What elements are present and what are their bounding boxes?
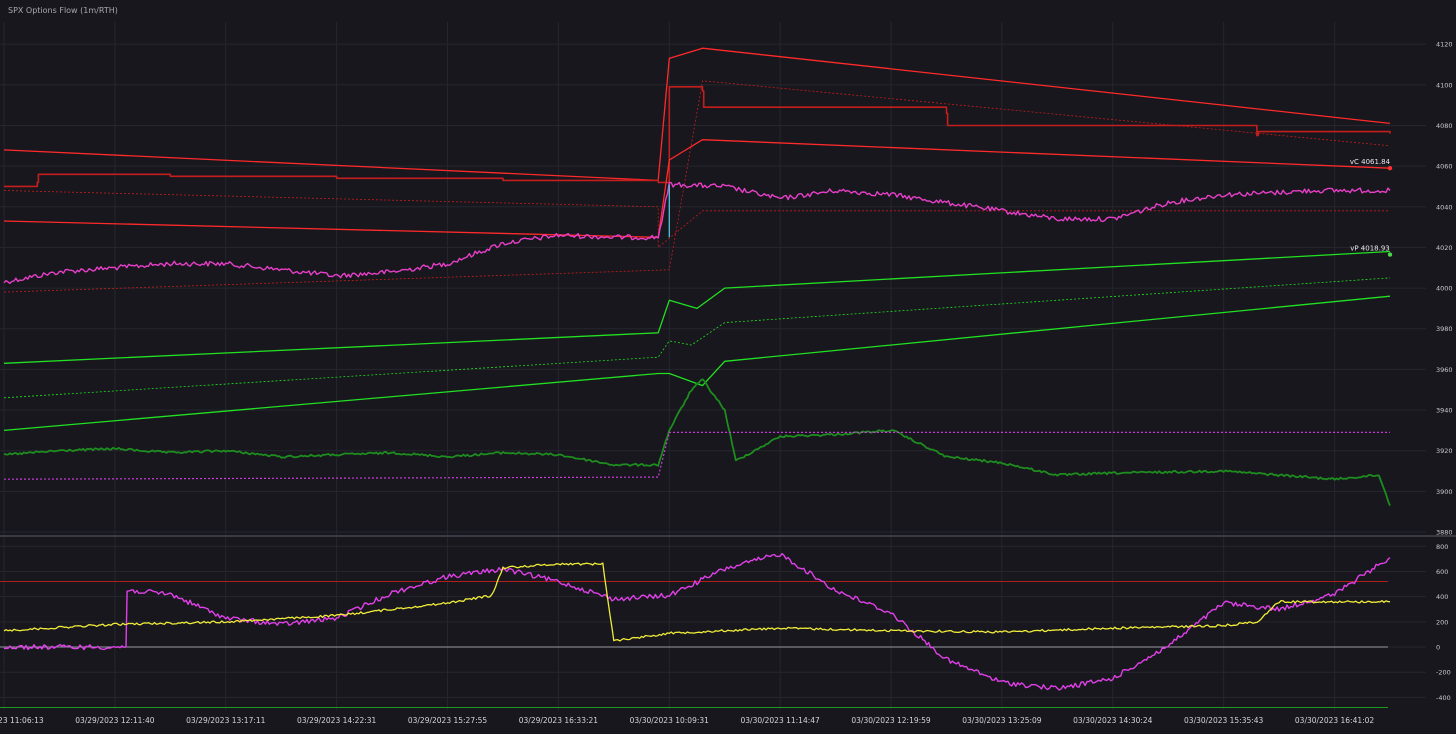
series-group (0, 47, 1391, 708)
price-series-line (3, 80, 1391, 293)
level-annotation: vC 4061.84 (1350, 158, 1391, 166)
price-series-line (3, 295, 1391, 432)
time-axis-tick: 03/29/2023 16:33:21 (519, 716, 599, 725)
price-axis-tick: 3920 (1436, 447, 1453, 455)
price-series-line (3, 139, 1391, 238)
time-axis-tick: 03/29/2023 13:17:11 (186, 716, 266, 725)
price-axis-tick: 4000 (1436, 285, 1453, 293)
price-series-line (3, 277, 1391, 399)
oscillator-axis-tick: 200 (1436, 618, 1448, 626)
oscillator-series-line (3, 562, 1391, 642)
oscillator-axis-tick: -200 (1436, 669, 1451, 677)
price-axis-tick: 4120 (1436, 41, 1453, 49)
price-series-line (3, 47, 1391, 182)
oscillator-axis-tick: -400 (1436, 694, 1451, 702)
price-axis-tick: 3940 (1436, 407, 1453, 415)
time-axis-tick: 03/29/2023 14:22:31 (297, 716, 377, 725)
price-axis-tick: 4060 (1436, 163, 1453, 171)
time-axis-tick: 03/30/2023 11:14:47 (741, 716, 821, 725)
price-axis-tick: 4100 (1436, 81, 1453, 89)
oscillator-series-line (4, 552, 1391, 691)
price-series-line (3, 181, 1391, 285)
oscillator-axis-tick: 400 (1436, 593, 1448, 601)
time-axis-tick: 03/30/2023 16:41:02 (1295, 716, 1375, 725)
price-axis-tick: 3980 (1436, 325, 1453, 333)
price-axis-tick: 3900 (1436, 488, 1453, 496)
price-series-line (3, 431, 1390, 480)
time-axis-tick: 03/30/2023 13:25:09 (962, 716, 1042, 725)
series-end-dot (1387, 252, 1393, 257)
chart-title: SPX Options Flow (1m/RTH) (8, 6, 118, 15)
price-series-line (4, 86, 1391, 188)
price-series-line (3, 250, 1391, 364)
level-annotation: vP 4018.93 (1350, 245, 1390, 253)
axes: vC 4061.84 vP 4018.93 3880 3900 3920 3940 3960… (0, 41, 1453, 725)
price-series-line (3, 378, 1391, 506)
time-axis-tick: 03/30/2023 14:30:24 (1073, 716, 1153, 725)
oscillator-axis-tick: 800 (1436, 543, 1448, 551)
time-axis-tick: 03/29/2023 12:11:40 (75, 716, 155, 725)
time-axis-tick: 03/29/2023 15:27:55 (408, 716, 488, 725)
time-axis-tick: 03/30/2023 15:35:43 (1184, 716, 1264, 725)
price-axis-tick: 4080 (1436, 122, 1453, 130)
price-axis-tick: 4020 (1436, 244, 1453, 252)
price-axis-tick: 3880 (1436, 529, 1453, 537)
price-series-line (3, 190, 1390, 248)
time-axis-tick: 03/30/2023 12:19:59 (851, 716, 931, 725)
time-axis-tick: 03/29/2023 11:06:13 (0, 716, 44, 725)
grid (0, 22, 1456, 710)
series-end-dot (1387, 165, 1393, 171)
oscillator-axis-tick: 600 (1436, 568, 1448, 576)
price-axis-tick: 3960 (1436, 366, 1453, 374)
oscillator-axis-tick: 0 (1436, 644, 1440, 652)
time-axis-tick: 03/30/2023 10:09:31 (630, 716, 710, 725)
price-axis-tick: 4040 (1436, 203, 1453, 211)
